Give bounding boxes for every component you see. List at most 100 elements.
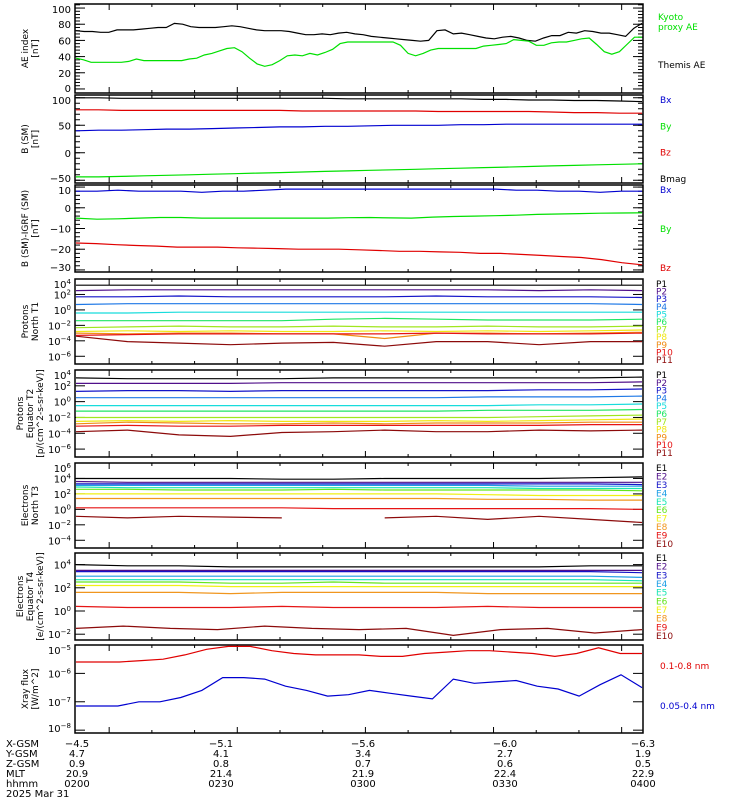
y-tick-label: −10 (50, 225, 71, 236)
panel-bsm: −50 0 50 100 B (SM) [nT] Bx By Bz Bmag (21, 94, 686, 185)
ephemeris-row-label: Y-GSM (5, 749, 38, 760)
legend-entry: P9 (656, 433, 667, 443)
series-line-p5 (76, 403, 643, 407)
y-tick-label: 10−2 (48, 519, 71, 532)
legend-entry: E3 (656, 481, 667, 491)
panel-frame (74, 3, 644, 94)
series-line-e9 (76, 507, 643, 510)
ephemeris-value: 0.7 (355, 759, 371, 770)
ephemeris-row-label: hhmm (6, 779, 38, 790)
legend-entry: P2 (656, 288, 667, 298)
y-tick-label: 10−2 (48, 628, 71, 641)
legend-entry: E9 (656, 623, 668, 633)
legend-entry: P2 (656, 379, 667, 389)
series-line-e2 (75, 480, 642, 483)
y-axis-label-line: [nT] (31, 219, 41, 237)
series-line-p10 (75, 424, 642, 427)
legend-entry: 0.05-0.4 nm (660, 702, 715, 712)
panel-frame (74, 644, 644, 734)
legend-entry: E7 (656, 606, 667, 616)
legend-entry: P10 (656, 348, 673, 358)
legend-entry: P11 (656, 356, 673, 366)
legend-entry: E5 (656, 498, 667, 508)
legend-entry: Bx (660, 186, 672, 196)
y-tick-label: 10−4 (48, 427, 72, 440)
series-line-e10 (75, 515, 643, 524)
series-line-by (75, 212, 643, 220)
legend-entry: P6 (656, 410, 667, 420)
y-tick-label: 10−4 (48, 534, 72, 547)
y-tick-label: 100 (54, 503, 71, 516)
ephemeris-row-label: Z-GSM (6, 759, 39, 770)
series-line-p4 (75, 303, 643, 306)
panel-ee: 10−2 100 102 104 Electrons Equator T4 [e/(cm^2… (16, 552, 673, 642)
y-tick-label: 104 (54, 472, 72, 485)
ephemeris-value: 0400 (630, 779, 655, 790)
series-line-e10 (75, 625, 643, 637)
y-tick-label: 40 (58, 53, 71, 64)
series-line-p11 (75, 335, 642, 347)
panel-frame (74, 462, 644, 549)
legend-entry: E9 (656, 532, 668, 542)
legend-entry: E1 (656, 464, 667, 474)
legend-entry: P7 (656, 326, 667, 336)
legend-entry: By (660, 225, 672, 235)
y-tick-label: 10 (58, 186, 71, 197)
legend-entry: E7 (656, 515, 667, 525)
legend-entry: P4 (656, 394, 667, 404)
panel-frame (74, 278, 644, 365)
series-line-p9 (75, 331, 643, 340)
y-tick-label: 10−5 (48, 644, 71, 657)
ephemeris-value: 21.4 (210, 769, 232, 780)
legend-entry: E4 (656, 489, 668, 499)
y-axis-label-line: Protons (16, 396, 26, 430)
ephemeris-value: 1.9 (635, 749, 651, 760)
series-line-p6 (76, 317, 643, 322)
legend-entry: P8 (656, 333, 667, 343)
y-tick-label: 102 (54, 488, 71, 501)
ephemeris-value: 0300 (350, 779, 375, 790)
legend-entry: E2 (656, 472, 667, 482)
legend-entry: E3 (656, 571, 667, 581)
series-line-e1 (75, 564, 642, 568)
panel-frame (74, 94, 644, 184)
ephemeris-value: 2.7 (497, 749, 513, 760)
series-line-e3 (76, 483, 643, 486)
series-line-e5 (75, 486, 642, 490)
y-tick-label: 10−6 (48, 443, 72, 456)
y-axis-label-line: [p/(cm^2-s-sr-keV)] (36, 369, 46, 458)
y-axis-label-line: Protons (21, 304, 31, 338)
legend-entry: 0.1-0.8 nm (660, 662, 709, 672)
legend-entry: Bz (660, 149, 671, 159)
ephemeris-value: −6.0 (493, 739, 517, 750)
series-line-p2 (75, 289, 643, 292)
series-line-p1 (75, 376, 643, 380)
legend-entry: P9 (656, 341, 667, 351)
y-tick-label: 100 (54, 605, 71, 618)
legend-entry: P5 (656, 310, 667, 320)
series-line-bmag (76, 97, 643, 103)
ephemeris-value: 0230 (208, 779, 233, 790)
legend-entry: E8 (656, 615, 668, 625)
legend-entry: P3 (656, 295, 667, 305)
y-axis-label-line: B (SM)-IGRF (SM) (21, 190, 31, 267)
y-tick-label: 100 (52, 5, 71, 16)
series-line-p11 (75, 429, 643, 438)
series-line-p8 (75, 329, 643, 333)
y-tick-label: 100 (54, 304, 71, 317)
ephemeris-value: 20.9 (66, 769, 88, 780)
ephemeris-value: −5.6 (351, 739, 375, 750)
y-tick-label: 104 (54, 559, 72, 572)
panel-bigrf: −30 −20 −10 0 10 B (SM)-IGRF (SM) [nT] Bx By Bz (21, 184, 672, 274)
legend-entry: E5 (656, 589, 667, 599)
series-line-p3 (76, 295, 643, 299)
series-line-e9 (75, 605, 642, 609)
legend-entry: Bmag (660, 175, 686, 185)
legend-entry: E4 (656, 580, 668, 590)
y-tick-label: 0 (65, 149, 71, 160)
legend-entry: P5 (656, 402, 667, 412)
